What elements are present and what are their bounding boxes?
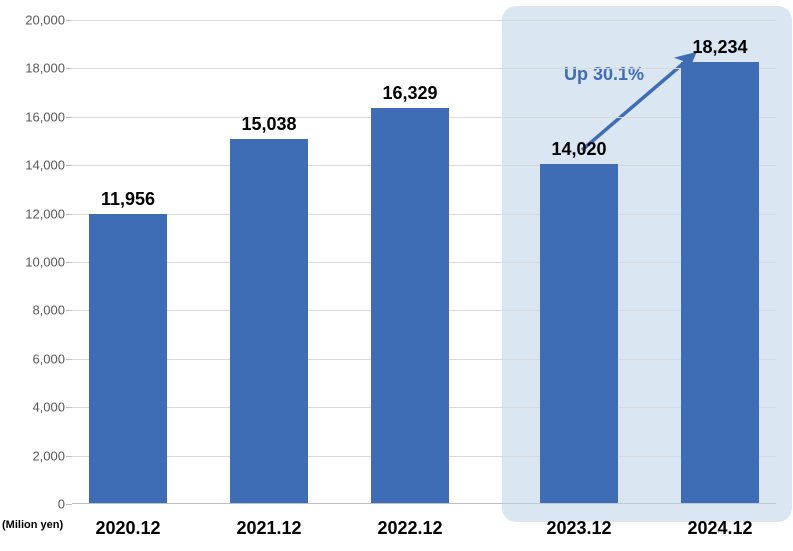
y-tick-label: 14,000 (25, 158, 65, 173)
bar (89, 214, 167, 503)
bar-value-label: 16,329 (360, 83, 460, 104)
x-tick-label: 2021.12 (209, 518, 329, 539)
y-tick-label: 8,000 (32, 303, 65, 318)
y-tick-label: 2,000 (32, 448, 65, 463)
y-tick (66, 20, 72, 21)
plot-area: Up 30.1% 11,956 15,038 16,329 14,020 18,234 (72, 20, 776, 504)
y-tick (66, 117, 72, 118)
y-tick (66, 407, 72, 408)
y-tick (66, 359, 72, 360)
x-tick-label: 2023.12 (519, 518, 639, 539)
y-tick-label: 20,000 (25, 13, 65, 28)
x-tick-label: 2024.12 (660, 518, 780, 539)
y-tick-label: 4,000 (32, 400, 65, 415)
grid-line (72, 68, 776, 69)
y-tick (66, 504, 72, 505)
y-tick (66, 310, 72, 311)
y-tick (66, 68, 72, 69)
y-tick-label: 16,000 (25, 109, 65, 124)
annotation-text: Up 30.1% (564, 64, 644, 85)
y-tick-label: 0 (58, 497, 65, 512)
bar-chart: Up 30.1% 11,95615,03816,32914,02018,234 … (0, 0, 793, 551)
y-tick-label: 6,000 (32, 351, 65, 366)
y-tick (66, 456, 72, 457)
bar (681, 62, 759, 503)
y-tick (66, 214, 72, 215)
bar-value-label: 11,956 (78, 189, 178, 210)
y-tick-label: 10,000 (25, 255, 65, 270)
bar-value-label: 14,020 (529, 139, 629, 160)
x-tick-label: 2022.12 (350, 518, 470, 539)
x-tick-label: 2020.12 (68, 518, 188, 539)
bar-value-label: 18,234 (670, 37, 770, 58)
y-tick-label: 12,000 (25, 206, 65, 221)
bar (540, 164, 618, 503)
y-tick (66, 262, 72, 263)
y-tick-label: 18,000 (25, 61, 65, 76)
grid-line (72, 20, 776, 21)
bar-value-label: 15,038 (219, 114, 319, 135)
bar (230, 139, 308, 503)
y-tick (66, 165, 72, 166)
bar (371, 108, 449, 503)
y-axis-unit: (Milion yen) (2, 519, 63, 531)
